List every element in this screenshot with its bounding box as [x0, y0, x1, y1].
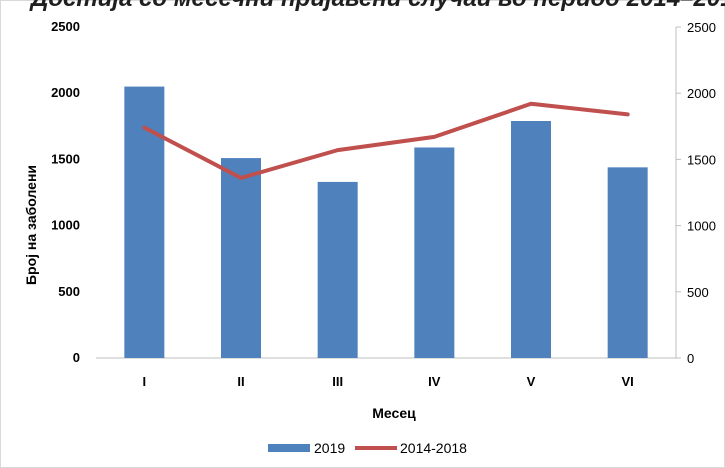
y2-tick-label: 1500 [687, 152, 716, 167]
y-tick-label: 1500 [51, 151, 80, 166]
bar-2019 [414, 147, 455, 358]
bar-2019 [221, 158, 261, 358]
bars-group [124, 86, 648, 358]
y-tick-label: 1000 [51, 218, 80, 233]
line-2014-2018 [142, 101, 630, 180]
y2-tick-label: 500 [687, 285, 709, 300]
legend-swatch-2019 [268, 444, 310, 452]
bar-2019 [124, 86, 165, 358]
legend: 2019 2014-2018 [268, 440, 467, 456]
x-tick-label: IV [428, 374, 441, 389]
chart-title-clipped: Достија со месечни пријавени случаи во п… [31, 0, 725, 13]
y-tick-label: 2500 [51, 19, 80, 34]
y2-tick-label: 2500 [687, 20, 716, 35]
x-axis-title: Месец [372, 405, 416, 421]
labels-group: 0 500 1000 1500 2000 2500 0 500 1000 1500 2000 2500… [51, 19, 716, 389]
x-tick-label: I [143, 374, 147, 389]
x-tick-label: V [527, 374, 536, 389]
y-tick-label: 2000 [51, 85, 80, 100]
bar-2019 [317, 181, 358, 358]
bar-2019 [607, 167, 648, 358]
y-axis-title: Број на заболени [23, 165, 39, 285]
bar-2019 [511, 121, 551, 358]
y2-tick-label: 1000 [687, 219, 716, 234]
y2-tick-label: 0 [687, 351, 694, 366]
y-tick-label: 0 [73, 350, 80, 365]
axes-group [96, 26, 681, 359]
y2-tick-label: 2000 [687, 86, 716, 101]
legend-label-2014-2018: 2014-2018 [400, 440, 467, 456]
x-tick-label: II [237, 374, 244, 389]
line-group [142, 101, 630, 180]
y-tick-label: 500 [58, 284, 80, 299]
legend-label-2019: 2019 [314, 440, 345, 456]
x-tick-label: III [332, 374, 343, 389]
x-tick-label: VI [622, 374, 634, 389]
